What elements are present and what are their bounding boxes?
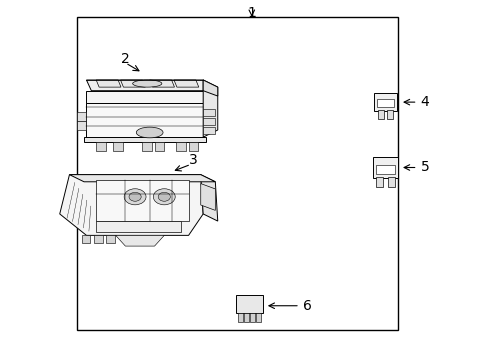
Bar: [244, 313, 248, 322]
Text: 4: 4: [420, 95, 428, 109]
Polygon shape: [60, 175, 203, 235]
Bar: [238, 313, 243, 322]
Polygon shape: [69, 175, 215, 182]
Ellipse shape: [136, 127, 163, 138]
Polygon shape: [201, 175, 217, 221]
Polygon shape: [154, 143, 164, 152]
Polygon shape: [201, 184, 215, 210]
Polygon shape: [188, 143, 198, 152]
Polygon shape: [86, 103, 203, 137]
Polygon shape: [81, 235, 90, 243]
Polygon shape: [106, 235, 115, 243]
Bar: [249, 313, 254, 322]
Polygon shape: [142, 143, 152, 152]
Bar: [376, 99, 393, 108]
Text: 1: 1: [247, 6, 256, 20]
Text: 2: 2: [121, 51, 129, 66]
Polygon shape: [94, 235, 102, 243]
Polygon shape: [203, 118, 215, 125]
Bar: [377, 110, 383, 119]
Polygon shape: [86, 80, 207, 91]
Polygon shape: [96, 80, 121, 87]
Polygon shape: [174, 80, 199, 87]
Polygon shape: [96, 143, 106, 152]
Polygon shape: [96, 180, 188, 221]
Text: 3: 3: [189, 153, 198, 167]
Bar: [373, 93, 396, 111]
Bar: [386, 110, 392, 119]
Bar: [375, 177, 382, 187]
Polygon shape: [203, 80, 217, 96]
Bar: [387, 177, 394, 187]
Bar: [372, 157, 397, 178]
Polygon shape: [77, 112, 86, 121]
Polygon shape: [176, 143, 186, 152]
Polygon shape: [96, 221, 181, 232]
Bar: [236, 295, 262, 313]
Polygon shape: [116, 235, 164, 246]
Polygon shape: [113, 143, 122, 152]
Polygon shape: [86, 91, 203, 103]
Bar: [255, 313, 260, 322]
Polygon shape: [120, 80, 145, 87]
Polygon shape: [149, 80, 174, 87]
Ellipse shape: [129, 192, 141, 201]
Polygon shape: [84, 137, 205, 143]
Bar: [77, 18, 397, 330]
Ellipse shape: [132, 80, 162, 87]
Polygon shape: [203, 127, 215, 134]
Ellipse shape: [124, 189, 146, 205]
Text: 5: 5: [420, 161, 428, 175]
Polygon shape: [203, 80, 217, 137]
Polygon shape: [77, 121, 86, 130]
Ellipse shape: [153, 189, 175, 205]
Ellipse shape: [158, 192, 170, 201]
Polygon shape: [203, 109, 215, 116]
Text: 6: 6: [302, 299, 311, 313]
Bar: [375, 165, 394, 174]
